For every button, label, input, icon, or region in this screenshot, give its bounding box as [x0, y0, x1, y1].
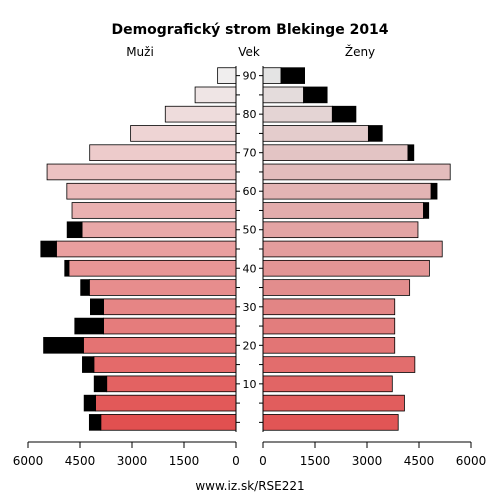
women-bar-25-29	[262, 317, 396, 335]
women-bar-85-89	[262, 86, 304, 104]
age-tick-label-30: 30	[243, 301, 257, 314]
men-bar-45-49	[56, 240, 237, 258]
men-surplus-30-34	[90, 298, 104, 316]
women-x-tick-label-0: 0	[259, 454, 267, 468]
men-bars	[40, 67, 237, 431]
men-x-tick-label-4500: 4500	[65, 454, 96, 468]
men-surplus-0-4	[88, 414, 102, 431]
men-surplus-45-49	[40, 240, 57, 258]
women-surplus-55-59	[423, 202, 430, 219]
men-bar-90+	[217, 67, 237, 84]
men-surplus-25-29	[74, 317, 104, 335]
women-bar-10-14	[262, 375, 393, 393]
women-surplus-75-79	[367, 125, 383, 142]
men-bar-0-4	[100, 414, 237, 431]
women-bar-50-54	[262, 221, 419, 239]
age-tick-label-20: 20	[243, 339, 257, 352]
women-bar-80-84	[262, 105, 333, 123]
women-bar-40-44	[262, 259, 430, 277]
men-x-tick-label-1500: 1500	[169, 454, 200, 468]
age-tick-label-40: 40	[243, 262, 257, 275]
women-bar-90+	[262, 67, 282, 84]
men-bar-85-89	[194, 86, 237, 104]
men-bar-70-74	[89, 144, 237, 161]
chart-title: Demografický strom Blekinge 2014	[111, 22, 388, 38]
women-surplus-90+	[280, 67, 306, 84]
age-tick-label-60: 60	[243, 185, 257, 198]
men-surplus-50-54	[66, 221, 83, 239]
women-x-tick-label-3000: 3000	[352, 454, 383, 468]
men-bar-55-59	[71, 202, 237, 219]
men-bar-60-64	[66, 182, 237, 200]
men-x-tick-label-6000: 6000	[13, 454, 44, 468]
women-bar-55-59	[262, 202, 424, 219]
men-bar-25-29	[103, 317, 237, 335]
age-tick-label-10: 10	[243, 378, 257, 391]
women-bar-75-79	[262, 125, 369, 142]
age-label: Vek	[238, 45, 260, 59]
women-surplus-60-64	[430, 182, 438, 200]
women-bar-15-19	[262, 356, 416, 373]
men-surplus-15-19	[82, 356, 95, 373]
women-bar-70-74	[262, 144, 409, 161]
women-surplus-70-74	[407, 144, 415, 161]
axes: 10 20 30 40 50 60 70 80 90 6000 4500 3000 1500 0 0 1500…	[13, 66, 487, 468]
men-surplus-5-9	[83, 394, 97, 412]
source-footer: www.iz.sk/RSE221	[195, 479, 304, 493]
age-tick-label-50: 50	[243, 224, 257, 237]
women-bar-20-24	[262, 337, 396, 354]
women-bars	[262, 67, 451, 431]
men-bar-5-9	[95, 394, 237, 412]
women-surplus-80-84	[331, 105, 357, 123]
women-label: Ženy	[345, 44, 375, 59]
men-bar-30-34	[103, 298, 237, 316]
men-bar-35-39	[88, 279, 237, 296]
men-x-tick-label-3000: 3000	[117, 454, 148, 468]
women-bar-0-4	[262, 414, 399, 431]
men-bar-10-14	[106, 375, 237, 393]
women-bar-35-39	[262, 279, 411, 296]
men-bar-15-19	[93, 356, 237, 373]
age-tick-label-80: 80	[243, 108, 257, 121]
men-surplus-40-44	[64, 259, 70, 277]
women-x-tick-label-4500: 4500	[404, 454, 435, 468]
men-bar-20-24	[83, 337, 237, 354]
men-surplus-20-24	[43, 337, 84, 354]
women-bar-30-34	[262, 298, 396, 316]
men-surplus-10-14	[93, 375, 108, 393]
age-tick-label-70: 70	[243, 147, 257, 160]
women-bar-5-9	[262, 394, 405, 412]
men-x-tick-label-0: 0	[232, 454, 240, 468]
men-bar-40-44	[68, 259, 237, 277]
men-bar-65-69	[46, 163, 237, 181]
men-label: Muži	[126, 45, 154, 59]
women-x-tick-label-1500: 1500	[300, 454, 331, 468]
men-bar-75-79	[130, 125, 237, 142]
men-surplus-35-39	[80, 279, 90, 296]
women-surplus-85-89	[303, 86, 328, 104]
age-tick-label-90: 90	[243, 70, 257, 83]
women-bar-65-69	[262, 163, 451, 181]
men-bar-80-84	[164, 105, 237, 123]
women-bar-60-64	[262, 182, 432, 200]
women-bar-45-49	[262, 240, 443, 258]
women-x-tick-label-6000: 6000	[456, 454, 487, 468]
men-bar-50-54	[81, 221, 237, 239]
